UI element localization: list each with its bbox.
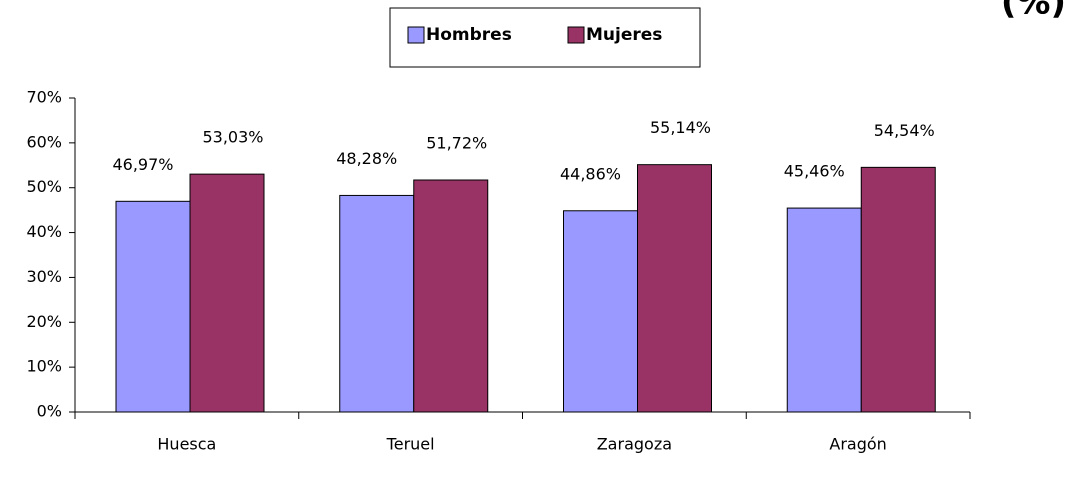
y-tick-label: 40% xyxy=(26,222,62,241)
y-tick-label: 10% xyxy=(26,357,62,376)
bar xyxy=(637,164,712,413)
bar xyxy=(189,173,265,413)
data-label: 53,03% xyxy=(202,128,263,147)
y-tick-label: 70% xyxy=(26,88,62,107)
y-tick-label: 0% xyxy=(37,402,62,421)
legend-label: Hombres xyxy=(426,25,512,45)
y-tick-label: 50% xyxy=(26,177,62,196)
data-label: 51,72% xyxy=(426,133,487,152)
bar xyxy=(339,194,415,413)
bar xyxy=(786,207,862,413)
x-tick-label: Aragón xyxy=(829,435,886,454)
x-tick-label: Huesca xyxy=(157,435,216,454)
bar xyxy=(115,200,191,413)
legend-box xyxy=(389,7,701,68)
chart-title: (%) xyxy=(1001,0,1066,23)
data-label: 54,54% xyxy=(874,121,935,140)
data-label: 44,86% xyxy=(560,164,621,183)
bar xyxy=(563,210,638,413)
y-tick-label: 30% xyxy=(26,267,62,286)
data-label: 45,46% xyxy=(784,162,845,181)
y-tick-label: 60% xyxy=(26,132,62,151)
data-label: 46,97% xyxy=(112,155,173,174)
data-label: 55,14% xyxy=(650,118,711,137)
legend-swatch xyxy=(407,26,425,44)
data-label: 48,28% xyxy=(336,149,397,168)
x-tick-label: Zaragoza xyxy=(597,435,672,454)
legend-swatch xyxy=(567,26,585,44)
bar xyxy=(413,179,489,413)
y-tick-label: 20% xyxy=(26,312,62,331)
x-tick-label: Teruel xyxy=(386,435,435,454)
legend-label: Mujeres xyxy=(586,25,662,45)
bar xyxy=(860,166,936,413)
